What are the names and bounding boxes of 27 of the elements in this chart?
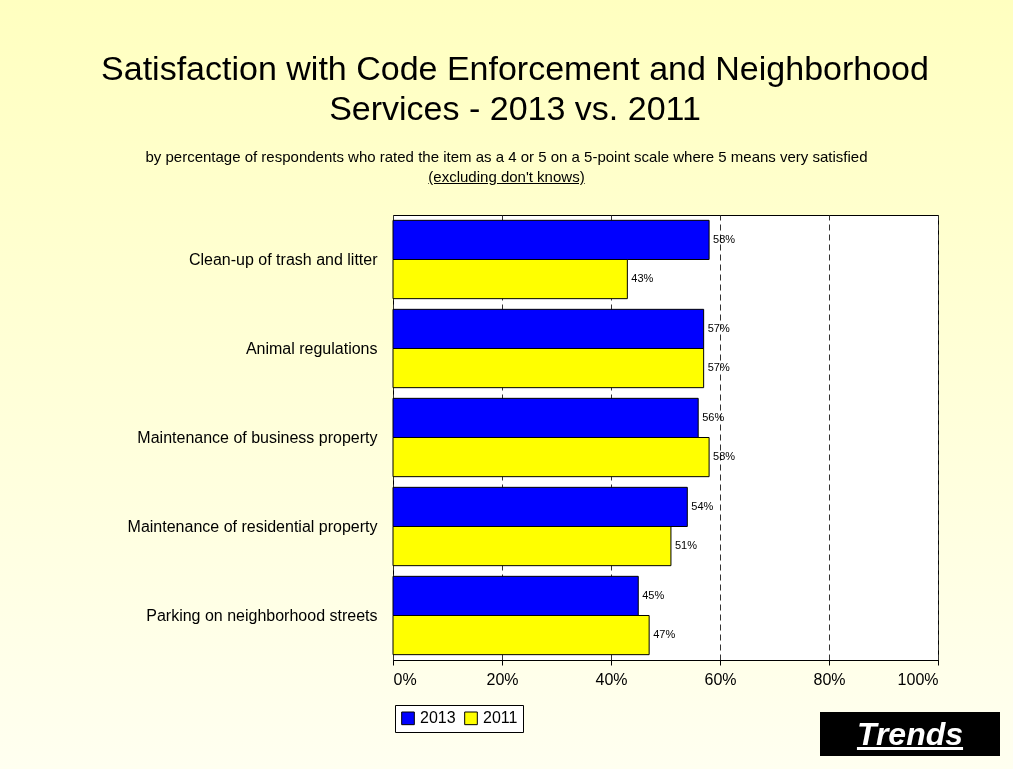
data-label: 58% <box>713 450 736 463</box>
data-label: 54% <box>691 499 714 512</box>
y-tick-label: Maintenance of residential property <box>127 517 378 535</box>
x-tick-label: 60% <box>704 670 737 688</box>
y-tick-label: Animal regulations <box>245 339 378 357</box>
y-tick-label: Maintenance of business property <box>137 428 378 446</box>
y-tick-label: Clean-up of trash and litter <box>188 250 379 268</box>
legend-label: 2011 <box>483 709 518 727</box>
x-tick-label: 0% <box>393 670 417 688</box>
data-label: 56% <box>702 410 725 423</box>
legend-label: 2013 <box>420 709 456 727</box>
chart-subtitle: by percentage of respondents who rated the item as a 4 or 5 on a 5-point scale where 5 means very satisfied <box>144 148 869 165</box>
y-tick-label: Parking on neighborhood streets <box>146 606 378 624</box>
data-label: 58% <box>713 232 736 245</box>
data-label: 45% <box>642 588 665 601</box>
data-label: 51% <box>674 539 698 552</box>
x-tick-label: 100% <box>897 670 939 688</box>
data-label: 57% <box>707 361 730 374</box>
data-label: 57% <box>707 321 730 334</box>
data-label: 43% <box>631 272 654 285</box>
text: Trends <box>820 712 1000 756</box>
chart-title: Satisfaction with Code Enforcement and Neighborhood Services - 2013 vs. 2011 <box>100 48 930 128</box>
x-tick-label: 20% <box>486 670 519 688</box>
x-tick-label: 80% <box>813 670 846 688</box>
text: (excluding don't knows) <box>427 168 586 185</box>
x-tick-label: 40% <box>595 670 628 688</box>
data-label: 47% <box>653 628 676 641</box>
